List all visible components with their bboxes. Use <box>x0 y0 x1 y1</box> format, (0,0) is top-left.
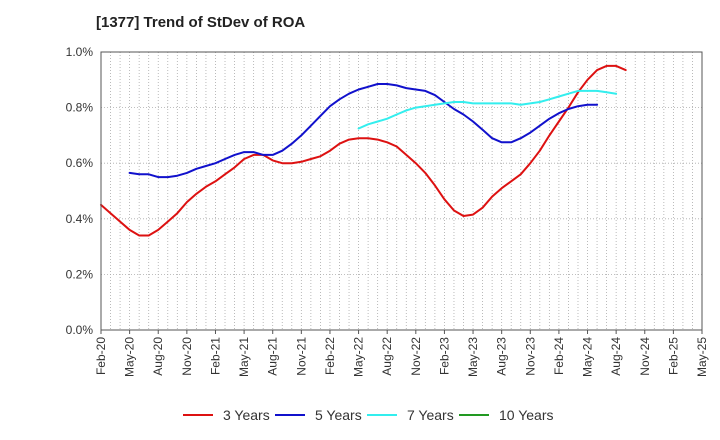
y-tick-label: 0.6% <box>66 156 94 170</box>
x-tick-label: Feb-24 <box>552 337 566 375</box>
x-tick-label: Aug-20 <box>151 337 165 376</box>
x-tick-label: Nov-23 <box>523 337 537 376</box>
x-tick-label: May-22 <box>352 337 366 377</box>
x-tick-label: Aug-24 <box>609 337 623 376</box>
x-tick-label: Feb-20 <box>94 337 108 375</box>
x-tick-label: Feb-25 <box>666 337 680 375</box>
x-tick-label: Feb-23 <box>437 337 451 375</box>
x-tick-label: May-20 <box>123 337 137 377</box>
series-line-7-years <box>357 89 618 130</box>
x-tick-label: Feb-22 <box>323 337 337 375</box>
series-layer <box>100 64 627 237</box>
y-tick-label: 1.0% <box>66 45 94 59</box>
x-tick-label: Aug-22 <box>380 337 394 376</box>
x-tick-label: Aug-21 <box>266 337 280 376</box>
y-tick-label: 0.0% <box>66 323 94 337</box>
series-line-3-years <box>100 64 627 237</box>
legend-label: 10 Years <box>499 407 554 423</box>
legend-label: 7 Years <box>407 407 454 423</box>
x-tick-label: May-25 <box>695 337 709 377</box>
y-tick-label: 0.8% <box>66 101 94 115</box>
chart-title: [1377] Trend of StDev of ROA <box>96 14 306 31</box>
y-tick-label: 0.4% <box>66 212 94 226</box>
legend-layer: 3 Years 5 Years 7 Years 10 Years <box>183 407 554 423</box>
x-tick-label: Nov-21 <box>294 337 308 376</box>
series-line-5-years <box>128 83 599 179</box>
legend-label: 5 Years <box>315 407 362 423</box>
x-tick-label: Nov-24 <box>638 337 652 376</box>
legend-label: 3 Years <box>223 407 270 423</box>
x-tick-label: May-21 <box>237 337 251 377</box>
x-tick-label: Nov-22 <box>409 337 423 376</box>
x-tick-label: May-23 <box>466 337 480 377</box>
axis-layer: 0.0% 0.2% 0.4% 0.6% 0.8% 1.0% Feb-20 May-20 Aug-… <box>66 45 709 377</box>
x-tick-label: Feb-21 <box>208 337 222 375</box>
y-tick-label: 0.2% <box>66 267 94 281</box>
x-tick-label: Nov-20 <box>180 337 194 376</box>
plot-frame <box>100 51 703 331</box>
x-tick-label: Aug-23 <box>495 337 509 376</box>
x-tick-label: May-24 <box>581 337 595 377</box>
